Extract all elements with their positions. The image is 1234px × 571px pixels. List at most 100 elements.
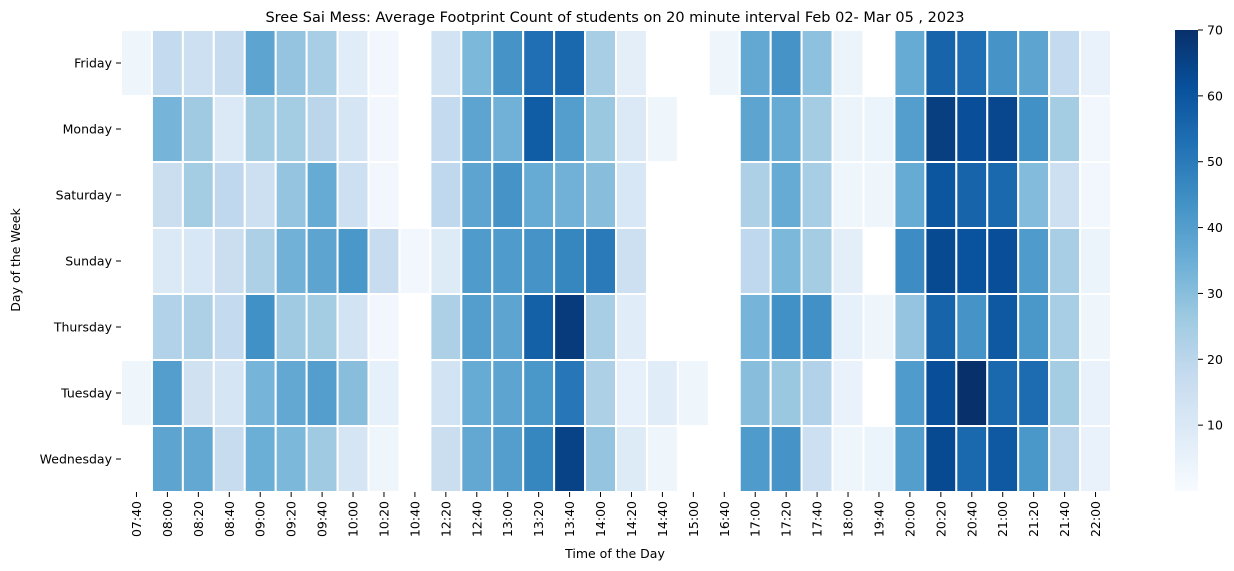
heatmap-cell <box>120 29 153 97</box>
heatmap-cell <box>800 227 834 295</box>
heatmap-cell <box>553 161 587 229</box>
colorbar-tick-label: 10 <box>1207 418 1223 433</box>
y-tick-label: Monday <box>63 122 113 137</box>
heatmap-cell <box>893 359 927 427</box>
heatmap-cell <box>429 227 463 295</box>
heatmap-cell <box>181 161 215 229</box>
heatmap-cell <box>1048 29 1082 97</box>
heatmap-cell <box>769 227 803 295</box>
heatmap-cell <box>924 95 958 163</box>
heatmap-cell <box>460 161 494 229</box>
heatmap-cell <box>274 293 308 361</box>
heatmap-cell <box>615 95 648 163</box>
heatmap-cell <box>986 161 1020 229</box>
heatmap-cell <box>955 29 989 97</box>
heatmap-cell <box>1048 359 1082 427</box>
heatmap-cell <box>769 425 803 493</box>
heatmap-cell <box>769 293 803 361</box>
heatmap-cell <box>1079 161 1113 229</box>
heatmap-cell <box>181 293 215 361</box>
heatmap-cell <box>181 425 215 493</box>
x-tick-label: 08:40 <box>222 501 237 537</box>
heatmap-cell <box>336 95 370 163</box>
heatmap-cell <box>212 227 246 295</box>
x-tick-label: 14:00 <box>593 501 608 537</box>
heatmap-cell <box>212 425 246 493</box>
heatmap-cell <box>274 29 308 97</box>
heatmap-cell <box>367 293 401 361</box>
colorbar-tick-label: 70 <box>1207 23 1223 38</box>
heatmap-cell <box>831 161 865 229</box>
x-tick-label: 10:40 <box>407 501 422 537</box>
heatmap-cell <box>336 29 370 97</box>
heatmap-cell <box>243 95 277 163</box>
heatmap-cell <box>584 359 617 427</box>
heatmap-cell <box>955 161 989 229</box>
heatmap-cell <box>831 359 865 427</box>
x-tick-label: 09:00 <box>253 501 268 537</box>
heatmap-cell <box>491 227 525 295</box>
heatmap-cell <box>336 293 370 361</box>
heatmap-cell <box>150 227 184 295</box>
x-tick-label: 08:20 <box>191 501 206 537</box>
heatmap-cell <box>553 29 587 97</box>
x-axis-label: Time of the Day <box>564 546 665 561</box>
heatmap-cell <box>769 161 803 229</box>
heatmap-cell <box>367 95 401 163</box>
heatmap-cell <box>305 161 339 229</box>
heatmap-cell <box>1048 161 1082 229</box>
heatmap-cell <box>553 359 587 427</box>
x-tick-label: 16:40 <box>717 501 732 537</box>
heatmap-cell <box>584 293 617 361</box>
heatmap-cell <box>645 425 679 493</box>
heatmap-cell <box>738 293 772 361</box>
heatmap-cell <box>615 293 648 361</box>
x-tick-label: 20:00 <box>902 501 917 537</box>
heatmap-cell <box>305 293 339 361</box>
heatmap-cell <box>584 95 617 163</box>
heatmap-cell <box>243 359 277 427</box>
heatmap-cell <box>181 359 215 427</box>
heatmap-cell <box>243 227 277 295</box>
heatmap-cell <box>491 95 525 163</box>
x-tick-label: 09:20 <box>284 501 299 537</box>
heatmap-cell <box>831 227 865 295</box>
heatmap-cell <box>181 95 215 163</box>
heatmap-cell <box>336 227 370 295</box>
heatmap-cell <box>553 95 587 163</box>
heatmap-cell <box>738 95 772 163</box>
heatmap-cell <box>676 359 710 427</box>
heatmap-cell <box>615 227 648 295</box>
heatmap-cell <box>1017 425 1051 493</box>
x-tick-label: 09:40 <box>315 501 330 537</box>
y-tick-label: Friday <box>74 56 112 71</box>
x-tick-label: 20:20 <box>933 501 948 537</box>
heatmap-cell <box>150 29 184 97</box>
heatmap-cell <box>460 425 494 493</box>
x-tick-label: 15:00 <box>686 501 701 537</box>
colorbar-tick-label: 50 <box>1207 154 1223 169</box>
heatmap-cell <box>181 29 215 97</box>
heatmap-cell <box>738 29 772 97</box>
x-tick-label: 22:00 <box>1088 501 1103 537</box>
heatmap-cell <box>522 161 556 229</box>
heatmap-cell <box>584 161 617 229</box>
x-tick-label: 19:40 <box>871 501 886 537</box>
heatmap-cell <box>491 359 525 427</box>
heatmap-cell <box>1017 227 1051 295</box>
heatmap-cell <box>1079 293 1113 361</box>
heatmap-cell <box>584 29 617 97</box>
heatmap-cell <box>924 425 958 493</box>
y-axis-label: Day of the Week <box>8 208 23 312</box>
heatmap-cell <box>491 425 525 493</box>
heatmap-cell <box>305 95 339 163</box>
heatmap-cell <box>831 95 865 163</box>
heatmap-cell <box>986 425 1020 493</box>
heatmap-cell <box>305 425 339 493</box>
heatmap-cell <box>1079 95 1113 163</box>
heatmap-cell <box>181 227 215 295</box>
heatmap-cell <box>831 293 865 361</box>
heatmap-cell <box>1079 425 1113 493</box>
heatmap-cell <box>893 95 927 163</box>
heatmap-cell <box>645 95 679 163</box>
